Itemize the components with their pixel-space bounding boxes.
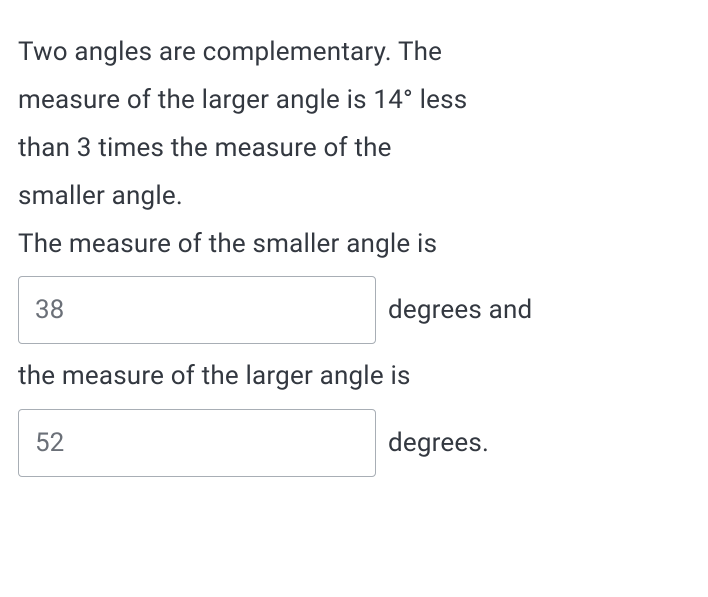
- answer-row-2: degrees.: [18, 401, 690, 485]
- prompt-larger-angle: the measure of the larger angle is: [18, 352, 690, 400]
- problem-line-4: smaller angle.: [18, 172, 690, 220]
- problem-line-1: Two angles are complementary. The: [18, 28, 690, 76]
- after-input-1: degrees and: [388, 286, 532, 334]
- problem-statement: Two angles are complementary. The measur…: [18, 28, 690, 485]
- after-input-2: degrees.: [388, 419, 489, 467]
- smaller-angle-input[interactable]: [18, 276, 376, 344]
- answer-row-1: degrees and: [18, 268, 690, 352]
- larger-angle-input[interactable]: [18, 409, 376, 477]
- problem-line-2: measure of the larger angle is 14° less: [18, 76, 690, 124]
- prompt-smaller-angle: The measure of the smaller angle is: [18, 220, 690, 268]
- problem-line-3: than 3 times the measure of the: [18, 124, 690, 172]
